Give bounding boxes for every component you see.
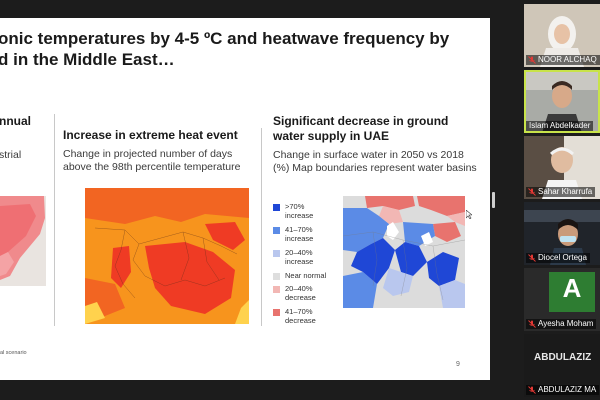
participant-tile[interactable]: ABDULAZIZ ABDULAZIZ MA (524, 334, 600, 397)
legend-label: >70% increase (285, 202, 314, 220)
mic-muted-icon (528, 386, 536, 394)
mic-muted-icon (528, 254, 536, 262)
legend-swatch (273, 273, 280, 280)
participant-name: Diocel Ortega (538, 253, 587, 262)
shared-slide: onic temperatures by 4-5 ºC and heatwave… (0, 18, 490, 380)
participant-name-tag: Islam Abdelkader (526, 121, 594, 131)
legend-swatch (273, 286, 280, 293)
heat-event-map (85, 188, 249, 324)
water-supply-map (343, 196, 465, 308)
mic-muted-icon (528, 56, 536, 64)
page-number: 9 (456, 361, 460, 368)
legend-label: 20–40% decrease (285, 284, 316, 302)
participant-name-tag: ABDULAZIZ MA (526, 385, 600, 395)
legend-label: 41–70% decrease (285, 307, 316, 325)
participant-name: ABDULAZIZ MA (538, 385, 597, 394)
mouse-cursor-icon (465, 206, 473, 220)
participant-display-name: ABDULAZIZ (534, 352, 592, 363)
mic-muted-icon (528, 320, 536, 328)
left-panel-heading: nnual (0, 114, 31, 128)
legend-label: Near normal (285, 271, 327, 280)
participant-name-tag: NOOR ALCHAQ (526, 55, 600, 65)
legend-label: 41–70% increase (285, 225, 314, 243)
participant-name: Ayesha Moham (538, 319, 594, 328)
mic-muted-icon (528, 188, 536, 196)
participant-tile[interactable]: Diocel Ortega (524, 202, 600, 265)
participant-name: NOOR ALCHAQ (538, 55, 597, 64)
participant-tile[interactable]: NOOR ALCHAQ (524, 4, 600, 67)
participant-name: Sahar Kharrufa (538, 187, 593, 196)
panel-resize-handle[interactable] (492, 192, 495, 208)
participant-tile[interactable]: A Ayesha Moham (524, 268, 600, 331)
legend-swatch (273, 227, 280, 234)
mid-panel-subtitle: Change in projected number of days above… (63, 148, 241, 173)
footnote: al scenario (0, 350, 27, 356)
legend-swatch (273, 250, 280, 257)
left-panel-subtitle: strial (0, 149, 22, 161)
participant-name-tag: Ayesha Moham (526, 319, 597, 329)
right-panel-subtitle: Change in surface water in 2050 vs 2018 … (273, 149, 477, 174)
panel-divider-2 (261, 128, 262, 326)
legend-label: 20–40% increase (285, 248, 314, 266)
panel-divider (54, 114, 55, 326)
participant-name-tag: Sahar Kharrufa (526, 187, 596, 197)
participant-list: NOOR ALCHAQ Islam Abdelkader (524, 0, 600, 400)
participant-tile[interactable]: Sahar Kharrufa (524, 136, 600, 199)
avatar-initial: A (562, 273, 582, 303)
avatar (549, 272, 595, 312)
slide-title: onic temperatures by 4-5 ºC and heatwave… (0, 29, 450, 69)
legend-swatch (273, 204, 280, 211)
participant-name-tag: Diocel Ortega (526, 253, 590, 263)
participant-tile-active[interactable]: Islam Abdelkader (524, 70, 600, 133)
participant-name: Islam Abdelkader (529, 121, 591, 130)
right-panel-heading: Significant decrease in ground water sup… (273, 114, 449, 143)
left-panel-map (0, 196, 46, 286)
mid-panel-heading: Increase in extreme heat event (63, 128, 238, 142)
legend-swatch (273, 309, 280, 316)
